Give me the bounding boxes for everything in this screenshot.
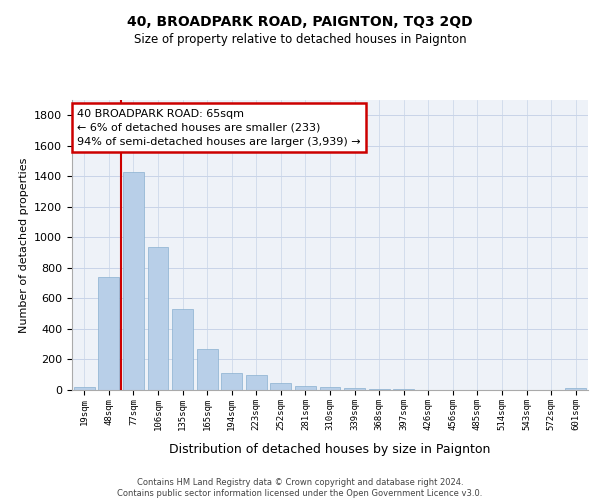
Bar (172, 309, 193, 390)
Bar (344, 388, 365, 390)
Bar (123, 172, 144, 390)
Bar (246, 374, 267, 390)
Bar (74, 386, 95, 390)
Bar (368, 389, 389, 390)
Text: 40 BROADPARK ROAD: 65sqm
← 6% of detached houses are smaller (233)
94% of semi-d: 40 BROADPARK ROAD: 65sqm ← 6% of detache… (77, 108, 361, 146)
Bar (197, 349, 218, 390)
Text: Size of property relative to detached houses in Paignton: Size of property relative to detached ho… (134, 32, 466, 46)
Bar (271, 383, 292, 390)
Bar (148, 246, 169, 390)
Text: 40, BROADPARK ROAD, PAIGNTON, TQ3 2QD: 40, BROADPARK ROAD, PAIGNTON, TQ3 2QD (127, 15, 473, 29)
Text: Contains HM Land Registry data © Crown copyright and database right 2024.
Contai: Contains HM Land Registry data © Crown c… (118, 478, 482, 498)
Y-axis label: Number of detached properties: Number of detached properties (19, 158, 29, 332)
Text: Distribution of detached houses by size in Paignton: Distribution of detached houses by size … (169, 442, 491, 456)
Bar (320, 386, 340, 390)
Bar (565, 388, 586, 390)
Bar (295, 386, 316, 390)
Bar (98, 277, 119, 390)
Bar (221, 373, 242, 390)
Bar (393, 389, 414, 390)
